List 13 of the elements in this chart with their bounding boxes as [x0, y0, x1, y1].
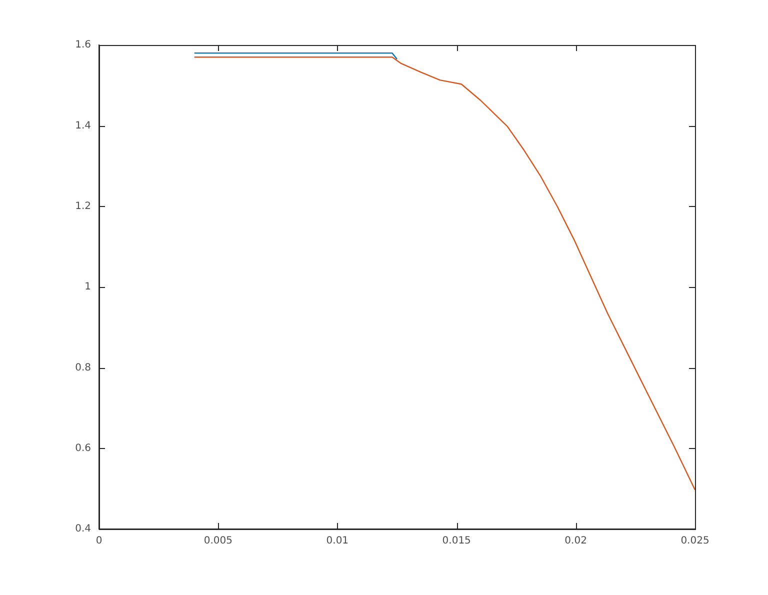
y-tick-label: 1: [84, 282, 91, 293]
y-tick-label: 1.2: [75, 200, 91, 212]
x-tick-label: 0.02: [564, 536, 587, 547]
x-tick-label: 0: [96, 536, 102, 547]
x-tick-label: 0.015: [442, 536, 471, 547]
x-tick-label: 0.01: [326, 536, 349, 547]
y-tick-label: 1.4: [75, 120, 91, 132]
y-tick-label: 0.6: [75, 442, 91, 454]
y-tick-label: 1.6: [75, 40, 91, 51]
x-tick-label: 0.005: [204, 536, 233, 547]
x-tick-label: 0.025: [680, 536, 710, 547]
y-tick-label: 0.4: [75, 524, 91, 535]
y-tick-label: 0.8: [75, 362, 91, 374]
